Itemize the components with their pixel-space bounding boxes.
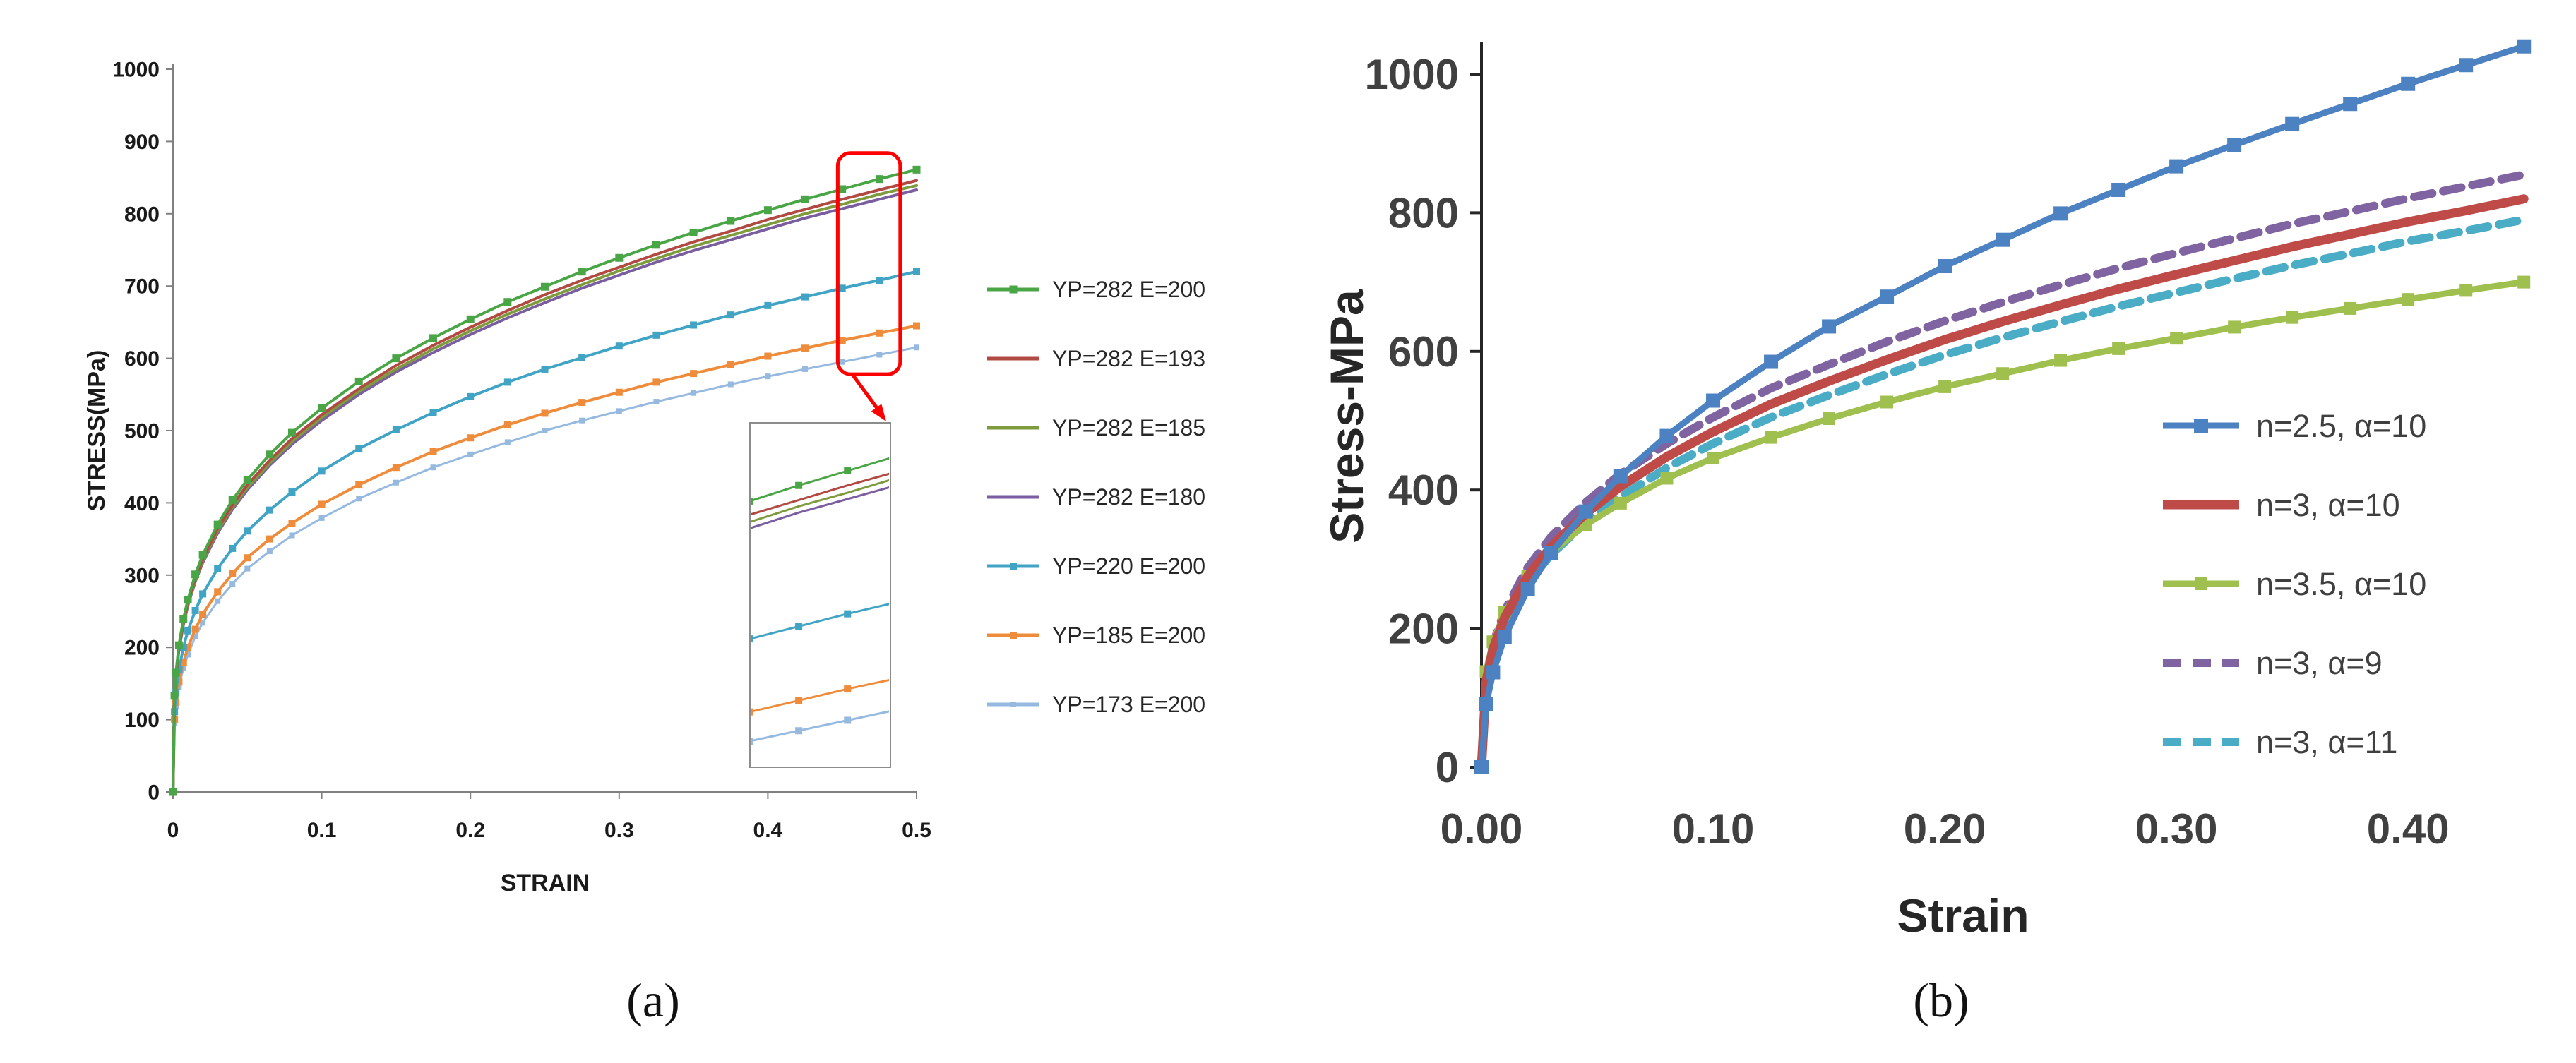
y-tick-label: 500 [124,420,160,443]
plot-series [1474,39,2532,774]
y-tick-label: 800 [1388,189,1459,236]
legend-marker [1010,563,1017,570]
y-tick-label: 300 [124,564,160,587]
legend-entry-YP=282-E=185: YP=282 E=185 [987,415,1205,440]
legend-marker [2194,419,2208,433]
legend-marker [1010,632,1017,639]
x-tick-label: 0.10 [1672,805,1755,853]
legend-marker [2195,577,2207,590]
y-tick-label: 600 [1388,328,1459,376]
legend-entry-n=3.5,-α=10: n=3.5, α=10 [2163,566,2426,602]
x-tick-label: 0.3 [604,819,634,842]
series-n=2.5,-α=10 [1474,39,2532,774]
legend-entry-n=2.5,-α=10: n=2.5, α=10 [2163,408,2426,444]
series-YP=185-E=200 [169,322,920,795]
y-tick-label: 0 [1436,744,1459,791]
legend-label: YP=282 E=200 [1052,277,1205,302]
legend-label: n=2.5, α=10 [2256,408,2426,444]
y-tick-label: 1000 [1365,51,1459,98]
callout-arrow-line [852,374,883,414]
legend-entry-n=3,-α=9: n=3, α=9 [2163,645,2383,681]
legend-entry-YP=282-E=193: YP=282 E=193 [987,346,1205,371]
y-tick-label: 100 [124,709,160,732]
y-tick-label: 0 [148,781,160,805]
y-tick-label: 400 [124,492,160,515]
series-YP=220-E=200 [169,268,920,795]
y-tick-label: 800 [124,203,160,226]
plot-series [169,165,921,796]
legend-entry-YP=220-E=200: YP=220 E=200 [987,553,1205,579]
panel-a: 0 100 200 300 400 500 600 700 800 900 1000 0 0.1 0.2 0… [83,59,1205,1028]
legend: n=2.5, α=10 n=3, α=10 n=3.5, α=10 n=3, α=9 n… [2163,408,2426,760]
callout [749,151,902,768]
caption-a: (a) [626,973,680,1027]
legend-label: n=3, α=11 [2256,724,2397,760]
legend-entry-YP=173-E=200: YP=173 E=200 [987,692,1205,717]
series-n=3.5,-α=10 [1475,275,2531,774]
legend-label: YP=282 E=193 [1052,346,1205,371]
caption-b: (b) [1913,973,1969,1027]
chart-b-svg: 0 200 400 600 800 1000 0.00 0.10 0.20 0.30 0.40 Str… [1320,39,2532,942]
legend-label: n=3.5, α=10 [2256,566,2426,602]
y-tick-label: 900 [124,131,160,154]
legend-label: YP=282 E=185 [1052,415,1205,440]
legend-label: n=3, α=10 [2256,487,2400,523]
callout-arrow-head [871,404,886,421]
legend-marker [1010,702,1016,707]
series-YP=282-E=200 [169,165,921,796]
x-tick-label: 0.20 [1904,805,1986,853]
x-tick-label: 0.30 [2135,805,2218,853]
callout-rect [835,151,902,376]
x-tick-label: 0 [167,819,179,842]
y-tick-label: 400 [1388,467,1459,514]
y-axis-title: Stress-MPa [1320,289,1373,543]
legend-marker [1009,285,1018,294]
legend-entry-YP=185-E=200: YP=185 E=200 [987,623,1205,648]
x-axis-title: Strain [1897,889,2029,942]
panel-b: 0 200 400 600 800 1000 0.00 0.10 0.20 0.30 0.40 Str… [1306,0,2576,1063]
legend-entry-YP=282-E=180: YP=282 E=180 [987,484,1205,510]
legend-label: YP=282 E=180 [1052,484,1205,510]
legend-label: YP=220 E=200 [1052,553,1205,579]
y-tick-label: 200 [124,637,160,660]
x-tick-label: 0.40 [2367,805,2450,853]
y-tick-label: 700 [124,275,160,299]
x-tick-label: 0.4 [753,819,783,842]
y-axis-title: STRESS(MPa) [83,350,110,512]
legend-entry-n=3,-α=10: n=3, α=10 [2163,487,2400,523]
axes: 0 200 400 600 800 1000 0.00 0.10 0.20 0.30 0.40 Str… [1320,42,2450,942]
axes: 0 100 200 300 400 500 600 700 800 900 1000 0 0.1 0.2 0… [83,59,931,897]
y-tick-label: 600 [124,347,160,371]
x-axis-title: STRAIN [501,870,590,896]
legend-entry-n=3,-α=11: n=3, α=11 [2163,724,2397,760]
y-tick-label: 200 [1388,606,1459,653]
legend-label: YP=173 E=200 [1052,692,1205,717]
x-tick-label: 0.2 [455,819,485,842]
y-tick-label: 1000 [112,59,160,82]
x-tick-label: 0.1 [307,819,337,842]
x-tick-label: 0.5 [902,819,931,842]
inset-series [751,457,889,745]
legend: YP=282 E=200 YP=282 E=193 YP=282 E=185 YP=2… [987,277,1205,717]
legend-label: n=3, α=9 [2256,645,2383,681]
legend-label: YP=185 E=200 [1052,623,1205,648]
chart-a-svg: 0 100 200 300 400 500 600 700 800 900 1000 0 0.1 0.2 0… [83,59,1205,897]
legend-entry-YP=282-E=200: YP=282 E=200 [987,277,1205,302]
x-tick-label: 0.00 [1441,805,1523,853]
